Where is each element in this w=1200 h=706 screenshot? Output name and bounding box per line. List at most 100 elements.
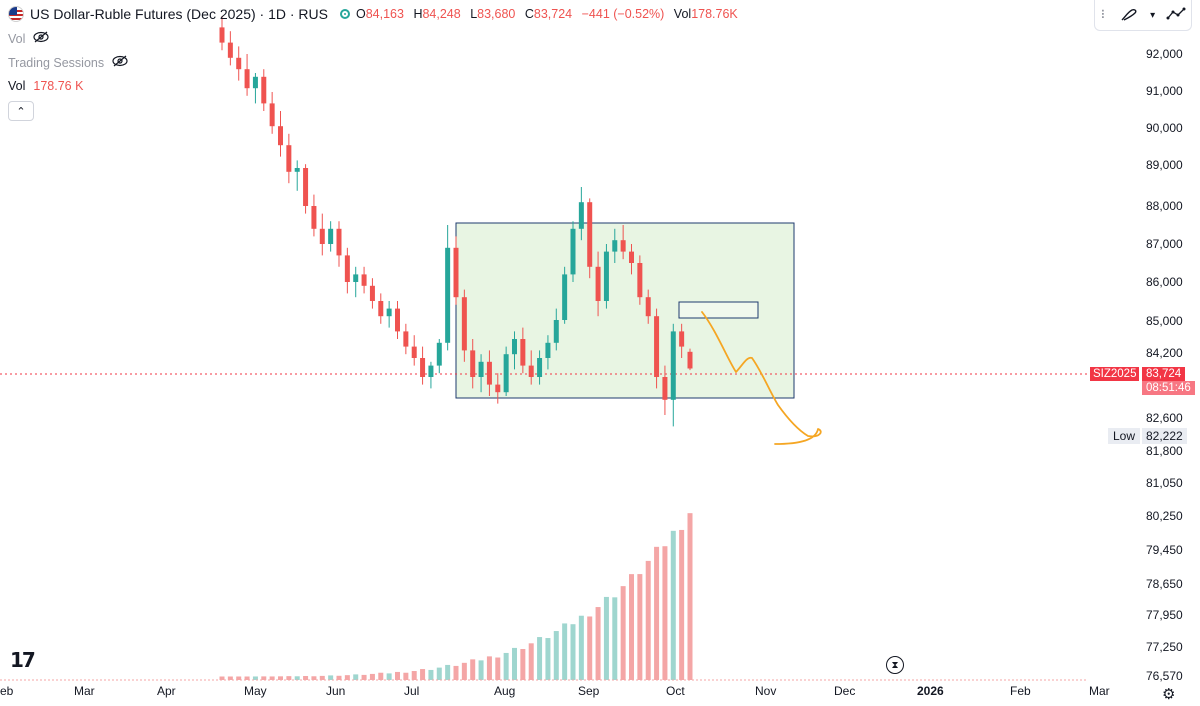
hourglass-icon[interactable]: ⧗ bbox=[886, 656, 904, 674]
candle-body bbox=[629, 251, 634, 263]
candle-body bbox=[512, 339, 517, 355]
volume-bar bbox=[528, 643, 534, 680]
candlestick bbox=[328, 221, 334, 252]
candle-body bbox=[336, 228, 342, 256]
drag-handle-icon[interactable]: ⠇ bbox=[1100, 8, 1110, 22]
collapse-legend-button[interactable]: ⌃ bbox=[8, 101, 34, 121]
candlestick bbox=[378, 293, 384, 324]
candle-body bbox=[328, 228, 334, 244]
price-axis-tick: 92,000 bbox=[1146, 47, 1183, 61]
line-tool-icon[interactable] bbox=[1166, 6, 1186, 25]
volume-bar bbox=[420, 669, 426, 680]
candle-body bbox=[369, 285, 375, 301]
market-status-icon[interactable] bbox=[339, 9, 350, 19]
volume-bar bbox=[319, 675, 325, 680]
volume-bar bbox=[344, 675, 350, 680]
volume-bar bbox=[495, 657, 501, 680]
candlestick bbox=[645, 289, 651, 324]
candlesticks bbox=[219, 16, 693, 427]
candlestick bbox=[537, 350, 543, 385]
volume-bar bbox=[445, 664, 451, 680]
candlestick bbox=[662, 365, 668, 415]
candle-body bbox=[353, 274, 359, 282]
volume-bars bbox=[0, 513, 1088, 681]
candle-body bbox=[578, 202, 584, 229]
candlestick bbox=[637, 255, 643, 305]
price-axis-tick: 86,000 bbox=[1146, 275, 1183, 289]
candle-body bbox=[495, 384, 501, 393]
candlestick bbox=[520, 327, 526, 374]
candle-body bbox=[570, 228, 576, 275]
candlestick bbox=[620, 225, 626, 260]
candle-body bbox=[411, 346, 417, 358]
candlestick bbox=[603, 244, 609, 309]
bar-countdown-badge: 08:51:46 bbox=[1142, 381, 1195, 395]
volume-bar bbox=[244, 676, 250, 680]
vol-indicator-legend[interactable]: Vol bbox=[8, 31, 49, 46]
candle-body bbox=[428, 365, 434, 377]
volume-bar bbox=[252, 676, 258, 680]
candlestick bbox=[420, 346, 426, 385]
projection-drawing[interactable] bbox=[701, 311, 822, 445]
last-price-badge: 83,724 bbox=[1142, 367, 1186, 381]
time-axis-label: 2026 bbox=[917, 684, 944, 698]
price-axis-tick: 79,450 bbox=[1146, 543, 1183, 557]
candlestick bbox=[478, 354, 484, 393]
candlestick bbox=[428, 361, 434, 389]
candlestick bbox=[436, 339, 442, 374]
volume-bar bbox=[603, 596, 609, 680]
symbol-title[interactable]: US Dollar-Ruble Futures (Dec 2025) · 1D … bbox=[30, 6, 328, 22]
candle-body bbox=[361, 274, 367, 286]
candle-body bbox=[679, 331, 685, 347]
close-value: 83,724 bbox=[533, 7, 573, 21]
brush-icon[interactable] bbox=[1120, 6, 1140, 25]
volume-bar bbox=[453, 665, 459, 680]
candlestick bbox=[336, 221, 342, 267]
volume-bar bbox=[654, 546, 660, 680]
resistance-rectangle[interactable] bbox=[678, 301, 759, 319]
trading-sessions-legend[interactable]: Trading Sessions bbox=[8, 55, 128, 70]
candle-body bbox=[303, 168, 309, 206]
candle-body bbox=[261, 76, 267, 104]
chevron-down-icon[interactable]: ▾ bbox=[1150, 9, 1156, 21]
candle-body bbox=[620, 240, 626, 252]
candlestick bbox=[311, 194, 317, 237]
candle-body bbox=[662, 377, 668, 400]
candle-body bbox=[269, 103, 275, 127]
candlestick bbox=[670, 323, 676, 427]
candlestick bbox=[486, 350, 492, 396]
vol-value: 178.76K bbox=[691, 7, 738, 21]
candle-body bbox=[311, 206, 317, 229]
tradingview-logo[interactable]: 17 bbox=[10, 648, 36, 672]
ohlc-values: O84,163 H84,248 L83,680 C83,724 −441 (−0… bbox=[356, 7, 744, 21]
volume-bar bbox=[553, 631, 559, 680]
price-axis-tick: 80,250 bbox=[1146, 509, 1183, 523]
price-axis-tick: 87,000 bbox=[1146, 237, 1183, 251]
volume-bar bbox=[311, 676, 317, 680]
price-axis-tick: 77,250 bbox=[1146, 640, 1183, 654]
candle-body bbox=[470, 350, 476, 377]
candlestick bbox=[495, 373, 501, 404]
volume-bar bbox=[503, 652, 509, 680]
candle-body bbox=[252, 76, 258, 89]
vol-indicator-label: Vol bbox=[8, 31, 26, 46]
volume-bar bbox=[620, 586, 626, 680]
eye-slash-icon[interactable] bbox=[33, 31, 49, 46]
price-axis-tick: 82,600 bbox=[1146, 411, 1183, 425]
symbol-price-badge: SIZ2025 bbox=[1090, 367, 1140, 381]
candlestick bbox=[545, 335, 551, 370]
candlestick bbox=[303, 164, 309, 214]
candle-body bbox=[436, 342, 442, 366]
volume-bar bbox=[428, 669, 434, 680]
candle-body bbox=[453, 247, 459, 298]
price-axis-tick: 81,050 bbox=[1146, 476, 1183, 490]
candle-body bbox=[319, 228, 325, 244]
candle-body bbox=[654, 316, 660, 377]
eye-slash-icon[interactable] bbox=[112, 55, 128, 70]
volume-bar bbox=[269, 676, 275, 680]
trading-sessions-label: Trading Sessions bbox=[8, 55, 105, 70]
candlestick bbox=[386, 301, 392, 328]
candlestick bbox=[461, 289, 467, 362]
settings-gear-icon[interactable]: ⚙ bbox=[1162, 686, 1176, 703]
